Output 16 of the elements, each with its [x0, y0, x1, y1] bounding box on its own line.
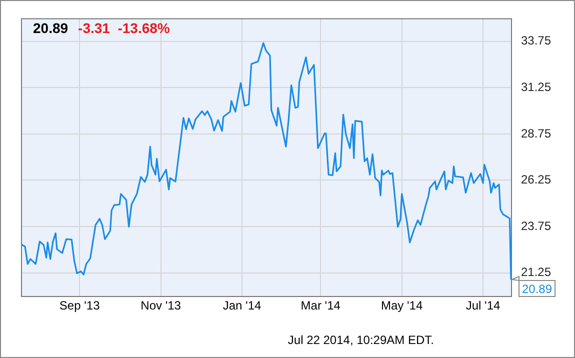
text: Jul 22 2014, 10:29AM EDT.	[288, 333, 434, 347]
y-tick-label: 26.25	[521, 172, 552, 187]
x-tick-label: Jul '14	[466, 298, 501, 313]
y-tick-label: 21.25	[521, 265, 552, 280]
y-tick-label: 33.75	[521, 34, 552, 48]
y-tick-label: 31.25	[521, 80, 552, 94]
x-tick-label: Jan '14	[222, 298, 262, 313]
data-label: 20.89	[522, 282, 552, 296]
y-tick-label: 28.75	[521, 126, 552, 140]
x-tick-label: May '14	[380, 298, 423, 313]
chart-title: 20.89	[33, 20, 68, 36]
x-tick-label: Nov '13	[140, 298, 182, 313]
x-tick-label: Mar '14	[300, 298, 341, 313]
chart-subtitle: -3.31 -13.68%	[78, 20, 170, 36]
y-tick-label: 23.75	[521, 218, 552, 233]
x-tick-label: Sep '13	[59, 298, 100, 313]
